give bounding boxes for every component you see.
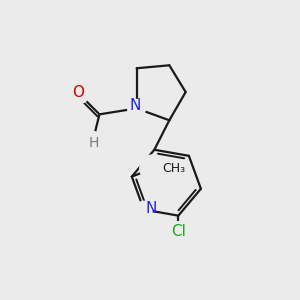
- Text: H: H: [88, 136, 99, 150]
- Circle shape: [168, 222, 189, 242]
- Text: N: N: [146, 201, 157, 216]
- Text: N: N: [130, 98, 141, 113]
- Text: Cl: Cl: [171, 224, 186, 239]
- Circle shape: [72, 87, 88, 103]
- Circle shape: [140, 155, 167, 182]
- Circle shape: [128, 100, 146, 117]
- Text: O: O: [72, 85, 84, 100]
- Text: CH₃: CH₃: [162, 162, 185, 175]
- Circle shape: [87, 132, 100, 145]
- Circle shape: [136, 201, 152, 218]
